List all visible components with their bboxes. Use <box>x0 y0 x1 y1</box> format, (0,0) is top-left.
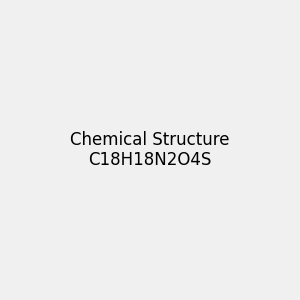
Text: Chemical Structure
C18H18N2O4S: Chemical Structure C18H18N2O4S <box>70 130 230 170</box>
